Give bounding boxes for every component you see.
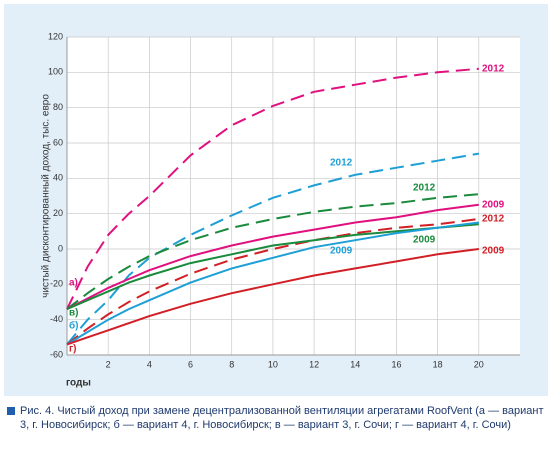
series-line xyxy=(66,218,479,346)
variant-label: а) xyxy=(69,278,78,289)
series-label: 2009 xyxy=(330,246,353,257)
series-label: 2012 xyxy=(413,183,436,194)
y-tick-label: -60 xyxy=(50,349,63,359)
x-tick-label: 12 xyxy=(309,359,319,369)
y-tick-label: 120 xyxy=(48,31,63,41)
variant-label: г) xyxy=(69,344,77,355)
y-tick-label: 20 xyxy=(53,208,63,218)
series-line xyxy=(66,223,479,311)
caption-marker xyxy=(7,407,15,415)
x-tick-label: 18 xyxy=(433,359,443,369)
chart: чистый дисконтированный доход, тыс. евро… xyxy=(4,4,548,396)
y-tick-label: 40 xyxy=(53,173,63,183)
series-label: 2012 xyxy=(330,158,353,169)
x-tick-label: 8 xyxy=(229,359,234,369)
y-tick-label: 100 xyxy=(48,67,63,77)
x-tick-label: 10 xyxy=(268,359,278,369)
x-tick-label: 14 xyxy=(350,359,360,369)
series-line xyxy=(66,203,479,310)
series-label: 2012 xyxy=(482,214,505,225)
caption: Рис. 4. Чистый доход при замене децентра… xyxy=(20,405,544,431)
variant-label: в) xyxy=(69,308,78,319)
series-line xyxy=(66,67,479,310)
plot-area xyxy=(67,37,520,355)
y-tick-label: 0 xyxy=(58,243,63,253)
series-line xyxy=(66,152,479,346)
series-label: 2009 xyxy=(482,200,505,211)
y-axis-label: чистый дисконтированный доход, тыс. евро xyxy=(41,94,52,298)
x-axis-label: годы xyxy=(66,378,91,389)
series-label: 2009 xyxy=(413,235,436,246)
x-tick-label: 6 xyxy=(188,359,193,369)
series-line xyxy=(66,221,479,346)
y-tick-label: 60 xyxy=(53,137,63,147)
variant-label: б) xyxy=(69,320,79,332)
series-line xyxy=(66,248,479,346)
y-tick-label: 80 xyxy=(53,102,63,112)
x-tick-label: 2 xyxy=(106,359,111,369)
y-tick-label: -20 xyxy=(50,279,63,289)
x-tick-label: 16 xyxy=(391,359,401,369)
series-line xyxy=(66,193,479,310)
x-tick-label: 20 xyxy=(474,359,484,369)
y-tick-label: -40 xyxy=(50,314,63,324)
series-label: 2012 xyxy=(482,64,505,75)
series-label: 2009 xyxy=(482,246,505,257)
x-tick-label: 4 xyxy=(147,359,152,369)
